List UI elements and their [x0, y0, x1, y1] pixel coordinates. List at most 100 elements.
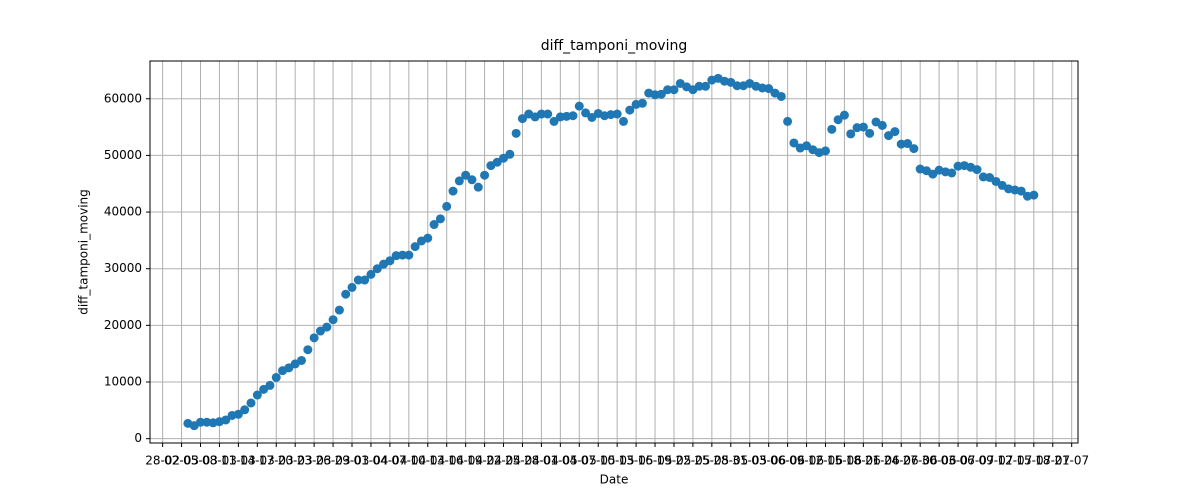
point — [536, 109, 546, 119]
x-tick-label: 13-05 — [619, 454, 654, 468]
point — [385, 256, 395, 266]
point — [839, 110, 849, 120]
y-tick-label: 0 — [134, 431, 142, 445]
point — [909, 144, 919, 154]
point — [764, 84, 774, 94]
point — [240, 405, 250, 415]
point — [865, 128, 875, 138]
grid — [150, 61, 1078, 443]
point — [776, 91, 786, 101]
point — [549, 116, 559, 126]
x-tick-label: 01-04 — [354, 454, 389, 468]
x-tick-label: 08-03 — [202, 454, 237, 468]
x-tick-label: 24-06 — [884, 454, 919, 468]
point — [505, 149, 515, 159]
x-tick-label: 22-04 — [486, 454, 521, 468]
x-tick-label: 16-04 — [448, 454, 483, 468]
x-tick-label: 25-04 — [505, 454, 540, 468]
x-tick-label: 28-04 — [524, 454, 559, 468]
x-tick-label: 13-04 — [429, 454, 464, 468]
x-tick-label: 15-06 — [827, 454, 862, 468]
point — [271, 372, 281, 382]
x-tick-label: 10-05 — [600, 454, 635, 468]
point — [543, 109, 553, 119]
point — [1016, 186, 1026, 196]
point — [947, 168, 957, 178]
point — [903, 139, 913, 149]
point — [246, 398, 256, 408]
point — [701, 81, 711, 91]
point — [353, 275, 363, 285]
x-tick-label: 16-05 — [638, 454, 673, 468]
x-tick-label: 05-03 — [183, 454, 218, 468]
point — [732, 81, 742, 91]
point — [625, 105, 635, 115]
point — [429, 220, 439, 230]
x-tick-label: 15-07 — [1016, 454, 1051, 468]
x-tick-label: 19-04 — [467, 454, 502, 468]
point — [265, 380, 275, 390]
x-tick-label: 21-07 — [1054, 454, 1089, 468]
point — [404, 250, 414, 260]
point — [442, 201, 452, 211]
point — [410, 242, 420, 252]
point — [303, 345, 313, 355]
point — [618, 116, 628, 126]
point — [663, 85, 673, 95]
x-tick-label: 07-05 — [581, 454, 616, 468]
x-tick-label: 01-05 — [543, 454, 578, 468]
point — [656, 89, 666, 99]
point — [694, 81, 704, 91]
x-tick-label: 26-03 — [316, 454, 351, 468]
point — [637, 98, 647, 108]
point — [846, 129, 856, 139]
x-tick-label: 20-03 — [278, 454, 313, 468]
x-tick-label: 03-07 — [941, 454, 976, 468]
point — [612, 109, 622, 119]
point — [517, 114, 527, 124]
point — [196, 417, 206, 427]
x-tick-label: 27-06 — [903, 454, 938, 468]
x-tick-label: 09-06 — [789, 454, 824, 468]
x-tick-label: 02-03 — [164, 454, 199, 468]
y-tick-label: 50000 — [104, 148, 142, 162]
x-tick-label: 31-05 — [732, 454, 767, 468]
point — [221, 415, 231, 425]
x-tick-label: 11-03 — [221, 454, 256, 468]
point — [398, 250, 408, 260]
point — [833, 115, 843, 125]
x-tick-label: 18-06 — [846, 454, 881, 468]
y-axis-label: diff_tamponi_moving — [77, 189, 91, 315]
x-tick-label: 28-02 — [145, 454, 180, 468]
point — [297, 355, 307, 365]
plot — [183, 73, 1039, 431]
chart-title: diff_tamponi_moving — [541, 38, 687, 54]
point — [435, 214, 445, 224]
point — [334, 305, 344, 315]
point — [461, 170, 471, 180]
point — [827, 124, 837, 134]
point — [1029, 190, 1039, 200]
x-axis-label: Date — [600, 473, 629, 487]
point — [574, 101, 584, 111]
y-tick-label: 10000 — [104, 375, 142, 389]
point — [347, 282, 357, 292]
x-tick-label: 29-03 — [335, 454, 370, 468]
point — [233, 409, 243, 419]
x-tick-label: 04-04 — [372, 454, 407, 468]
point — [322, 322, 332, 332]
point — [423, 233, 433, 243]
point — [568, 111, 578, 121]
x-tick-label: 06-07 — [960, 454, 995, 468]
x-tick-label: 17-03 — [259, 454, 294, 468]
point — [858, 122, 868, 132]
point — [360, 275, 370, 285]
y-tick-label: 30000 — [104, 261, 142, 275]
x-tick-label: 23-03 — [297, 454, 332, 468]
x-tick-label: 22-05 — [675, 454, 710, 468]
point — [789, 138, 799, 148]
point — [309, 333, 319, 343]
x-tick-label: 10-04 — [410, 454, 445, 468]
point — [890, 127, 900, 137]
